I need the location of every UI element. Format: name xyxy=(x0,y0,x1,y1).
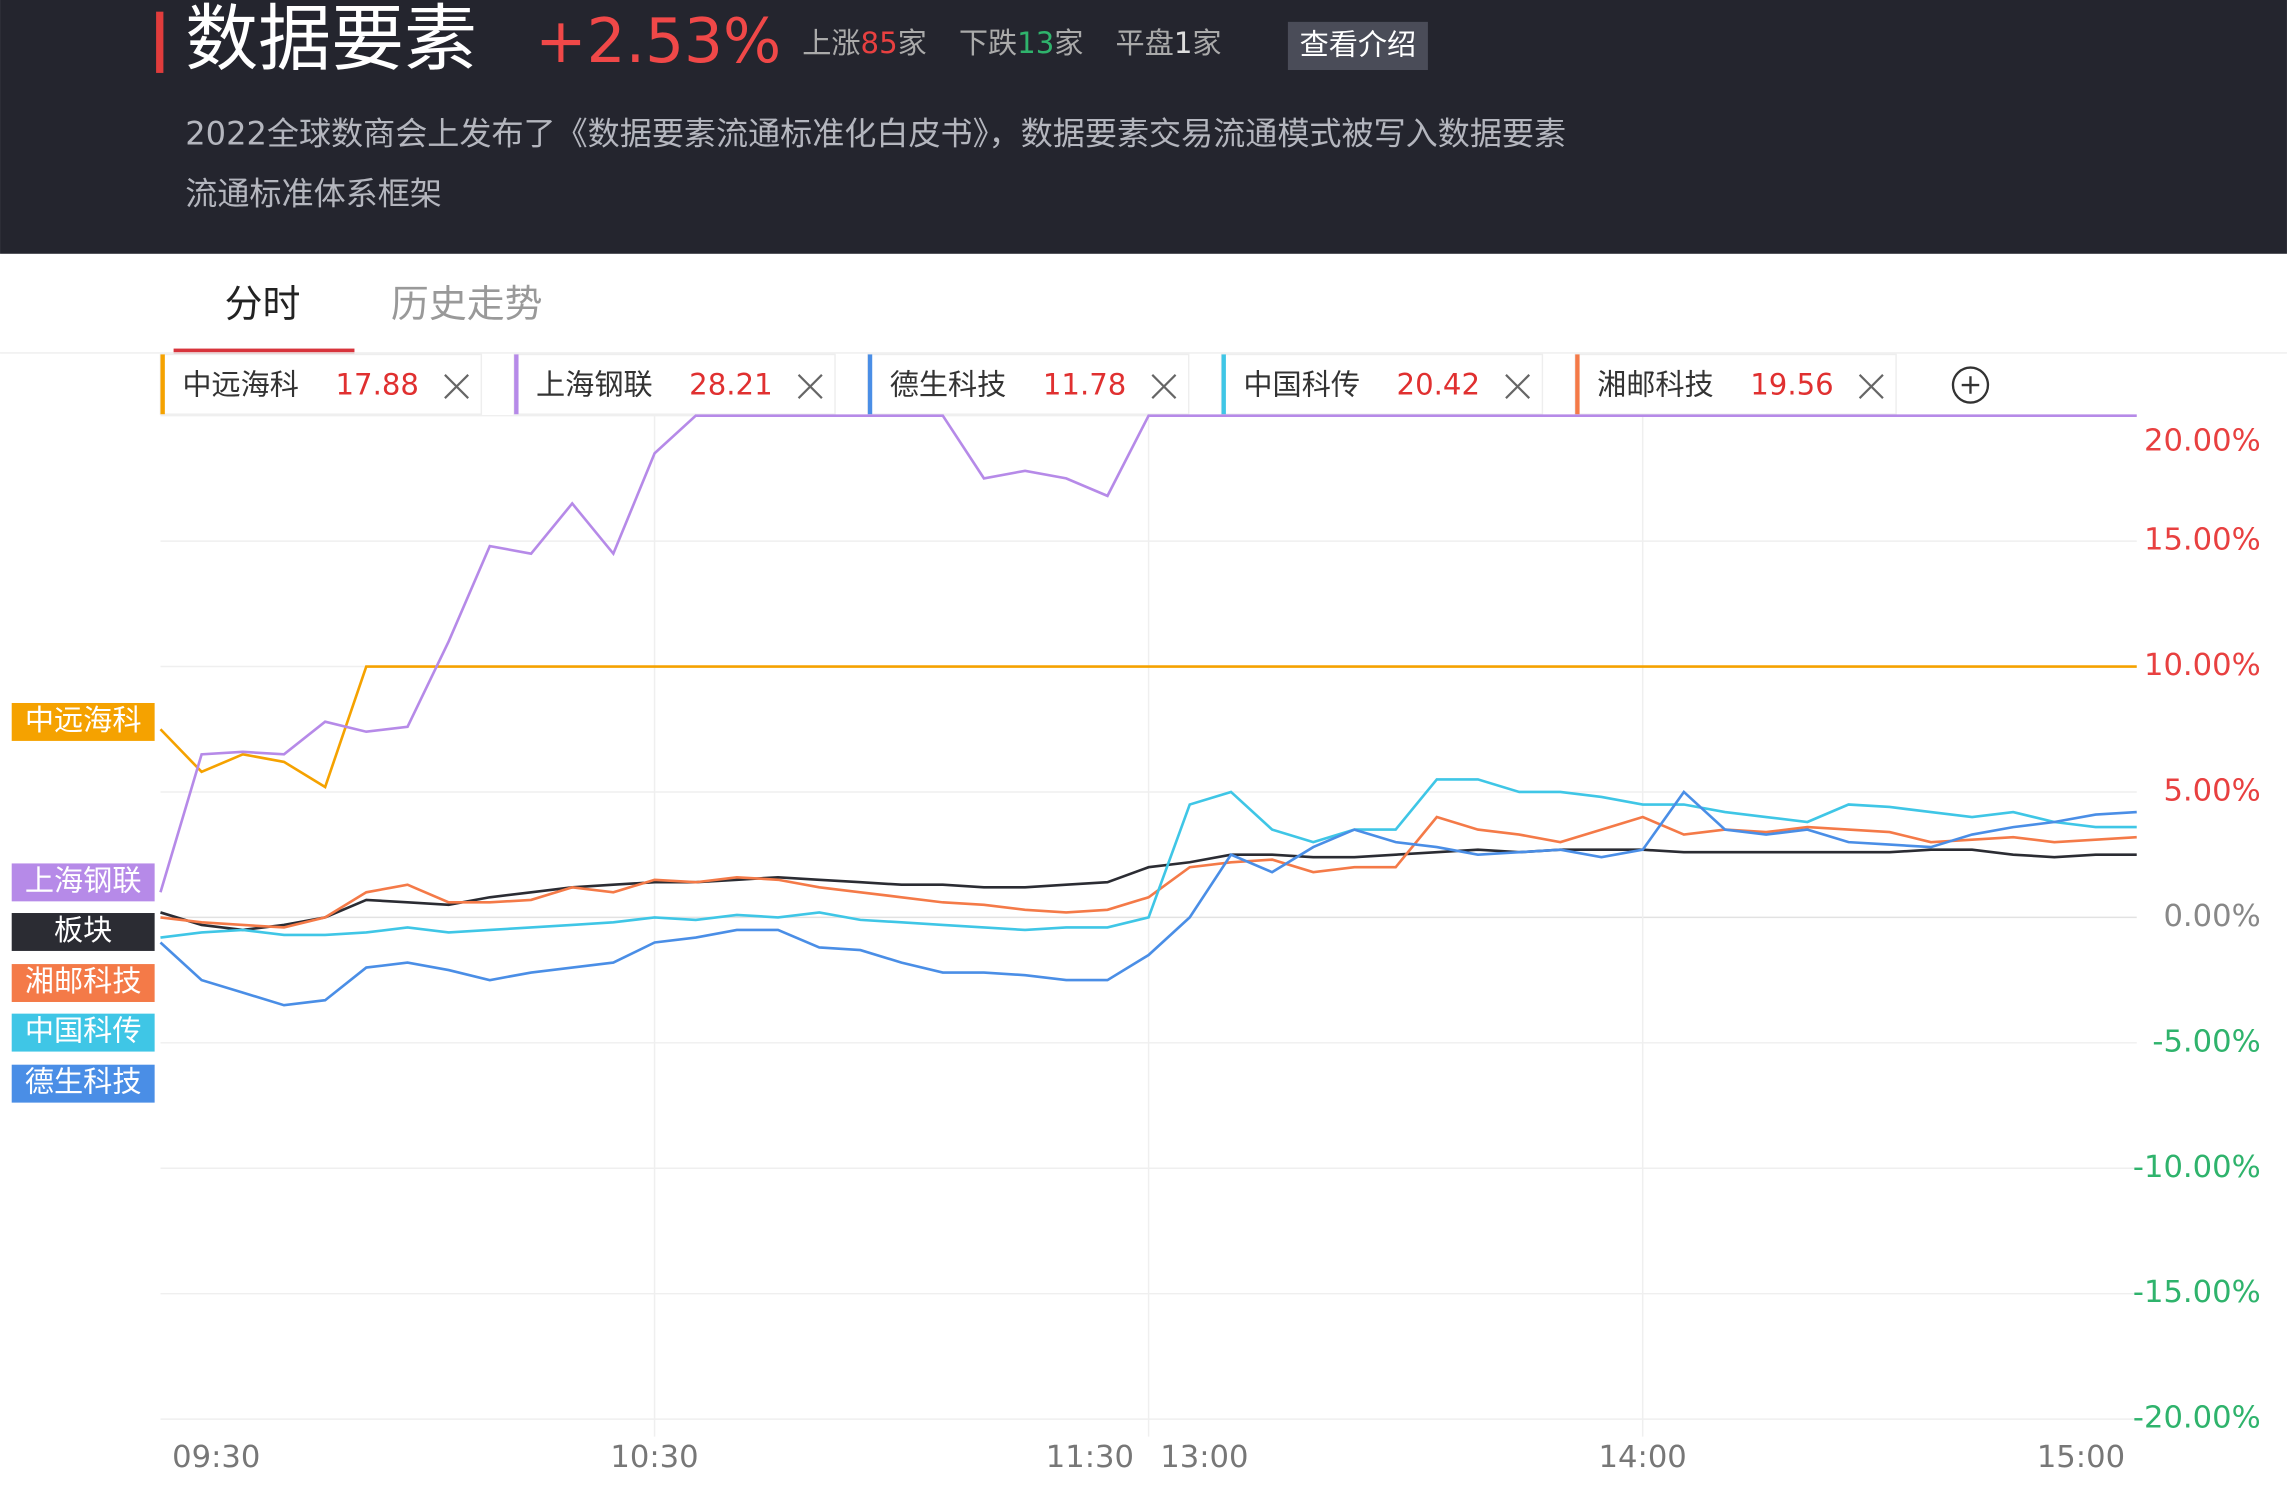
stat: 下跌13家 xyxy=(959,26,1084,60)
series-tag-label: 湘邮科技 xyxy=(25,964,142,998)
x-tick-label: 10:30 xyxy=(610,1440,698,1475)
stat-count: 85 xyxy=(861,26,898,60)
stock-tab-close[interactable] xyxy=(1151,374,1177,399)
y-tick-label: 20.00% xyxy=(2144,423,2261,458)
series-tag-label: 板块 xyxy=(54,913,112,947)
series-tag xyxy=(11,1064,155,1103)
series-tag-label: 中远海科 xyxy=(25,703,142,737)
series-line xyxy=(159,414,2137,893)
stat: 上涨85家 xyxy=(802,26,927,60)
stock-tab-accent xyxy=(867,354,873,415)
stock-tab-price: 17.88 xyxy=(335,368,418,402)
x-tick-label: 13:00 xyxy=(1160,1440,1248,1475)
series-tag xyxy=(11,702,155,741)
stat-count: 1 xyxy=(1174,26,1193,60)
title-accent xyxy=(156,11,164,73)
y-tick-label: -15.00% xyxy=(2133,1275,2261,1310)
description: 流通标准体系框架 xyxy=(185,174,442,212)
x-tick-label: 09:30 xyxy=(172,1440,260,1475)
stock-tab-close[interactable] xyxy=(797,374,823,399)
stock-tab-close[interactable] xyxy=(1858,374,1884,399)
stat-unit: 家 xyxy=(1054,26,1083,60)
series-tag-label: 中国科传 xyxy=(25,1014,142,1048)
series-tag xyxy=(11,1013,155,1052)
y-tick-label: 15.00% xyxy=(2144,523,2261,558)
y-tick-label: -20.00% xyxy=(2133,1401,2261,1436)
x-tick-label: 11:30 xyxy=(1046,1440,1134,1475)
stat-unit: 家 xyxy=(898,26,927,60)
stock-tab-name: 德生科技 xyxy=(890,368,1007,402)
title: 数据要素 xyxy=(185,0,477,82)
intro-button-label[interactable]: 查看介绍 xyxy=(1300,28,1417,62)
stock-tab[interactable] xyxy=(1574,353,1897,415)
series-line xyxy=(160,848,2137,932)
tab-underline xyxy=(173,348,355,355)
series-line xyxy=(159,665,2137,789)
y-tick-label: 10.00% xyxy=(2144,648,2261,683)
stock-tab-close[interactable] xyxy=(1505,374,1531,399)
stock-tab-price: 28.21 xyxy=(689,368,772,402)
series-tag xyxy=(11,913,155,951)
stock-tab-name: 湘邮科技 xyxy=(1597,368,1714,402)
series-tag xyxy=(11,964,155,1002)
x-tick-label: 15:00 xyxy=(2037,1440,2125,1475)
stock-tab-close[interactable] xyxy=(444,374,469,399)
series-tag xyxy=(11,863,155,902)
stock-tab[interactable] xyxy=(159,353,483,415)
add-icon[interactable] xyxy=(1961,376,1980,394)
header-bg xyxy=(0,0,2287,254)
series-tag-label: 德生科技 xyxy=(25,1065,142,1099)
y-tick-label: 0.00% xyxy=(2163,899,2260,934)
stat: 平盘1家 xyxy=(1116,26,1222,60)
stock-tab-accent xyxy=(1221,354,1226,415)
tab[interactable]: 历史走势 xyxy=(391,282,543,326)
stock-tab-accent xyxy=(160,354,165,415)
stock-tab-price: 11.78 xyxy=(1043,368,1126,402)
stock-tab-name: 中远海科 xyxy=(182,368,299,402)
description: 2022全球数商会上发布了《数据要素流通标准化白皮书》，数据要素交易流通模式被写… xyxy=(185,115,1566,153)
stock-tab-price: 20.42 xyxy=(1397,368,1480,402)
x-tick-label: 14:00 xyxy=(1599,1440,1687,1475)
stat-label: 上涨 xyxy=(802,26,860,60)
stock-tab-price: 19.56 xyxy=(1750,368,1833,402)
stock-tab-accent xyxy=(1575,354,1580,415)
y-tick-label: 5.00% xyxy=(2163,773,2260,808)
y-tick-label: -10.00% xyxy=(2133,1150,2261,1185)
y-tick-label: -5.00% xyxy=(2152,1024,2260,1059)
intro-button[interactable] xyxy=(1287,21,1428,71)
change: +2.53% xyxy=(535,6,781,77)
series-line xyxy=(160,778,2137,939)
series-line xyxy=(160,815,2137,929)
stat-label: 下跌 xyxy=(959,26,1017,60)
stock-tab-name: 上海钢联 xyxy=(536,368,653,402)
stat-unit: 家 xyxy=(1192,26,1221,60)
stock-tab[interactable] xyxy=(1220,353,1544,415)
stat-label: 平盘 xyxy=(1116,26,1174,60)
stat-count: 13 xyxy=(1017,26,1054,60)
stock-tab-accent xyxy=(514,354,519,415)
tab-active[interactable]: 分时 xyxy=(225,282,301,326)
series-line xyxy=(159,789,2137,1007)
series-tag-label: 上海钢联 xyxy=(25,863,142,897)
stock-tab-name: 中国科传 xyxy=(1243,368,1360,402)
add-button[interactable] xyxy=(1951,366,1990,404)
